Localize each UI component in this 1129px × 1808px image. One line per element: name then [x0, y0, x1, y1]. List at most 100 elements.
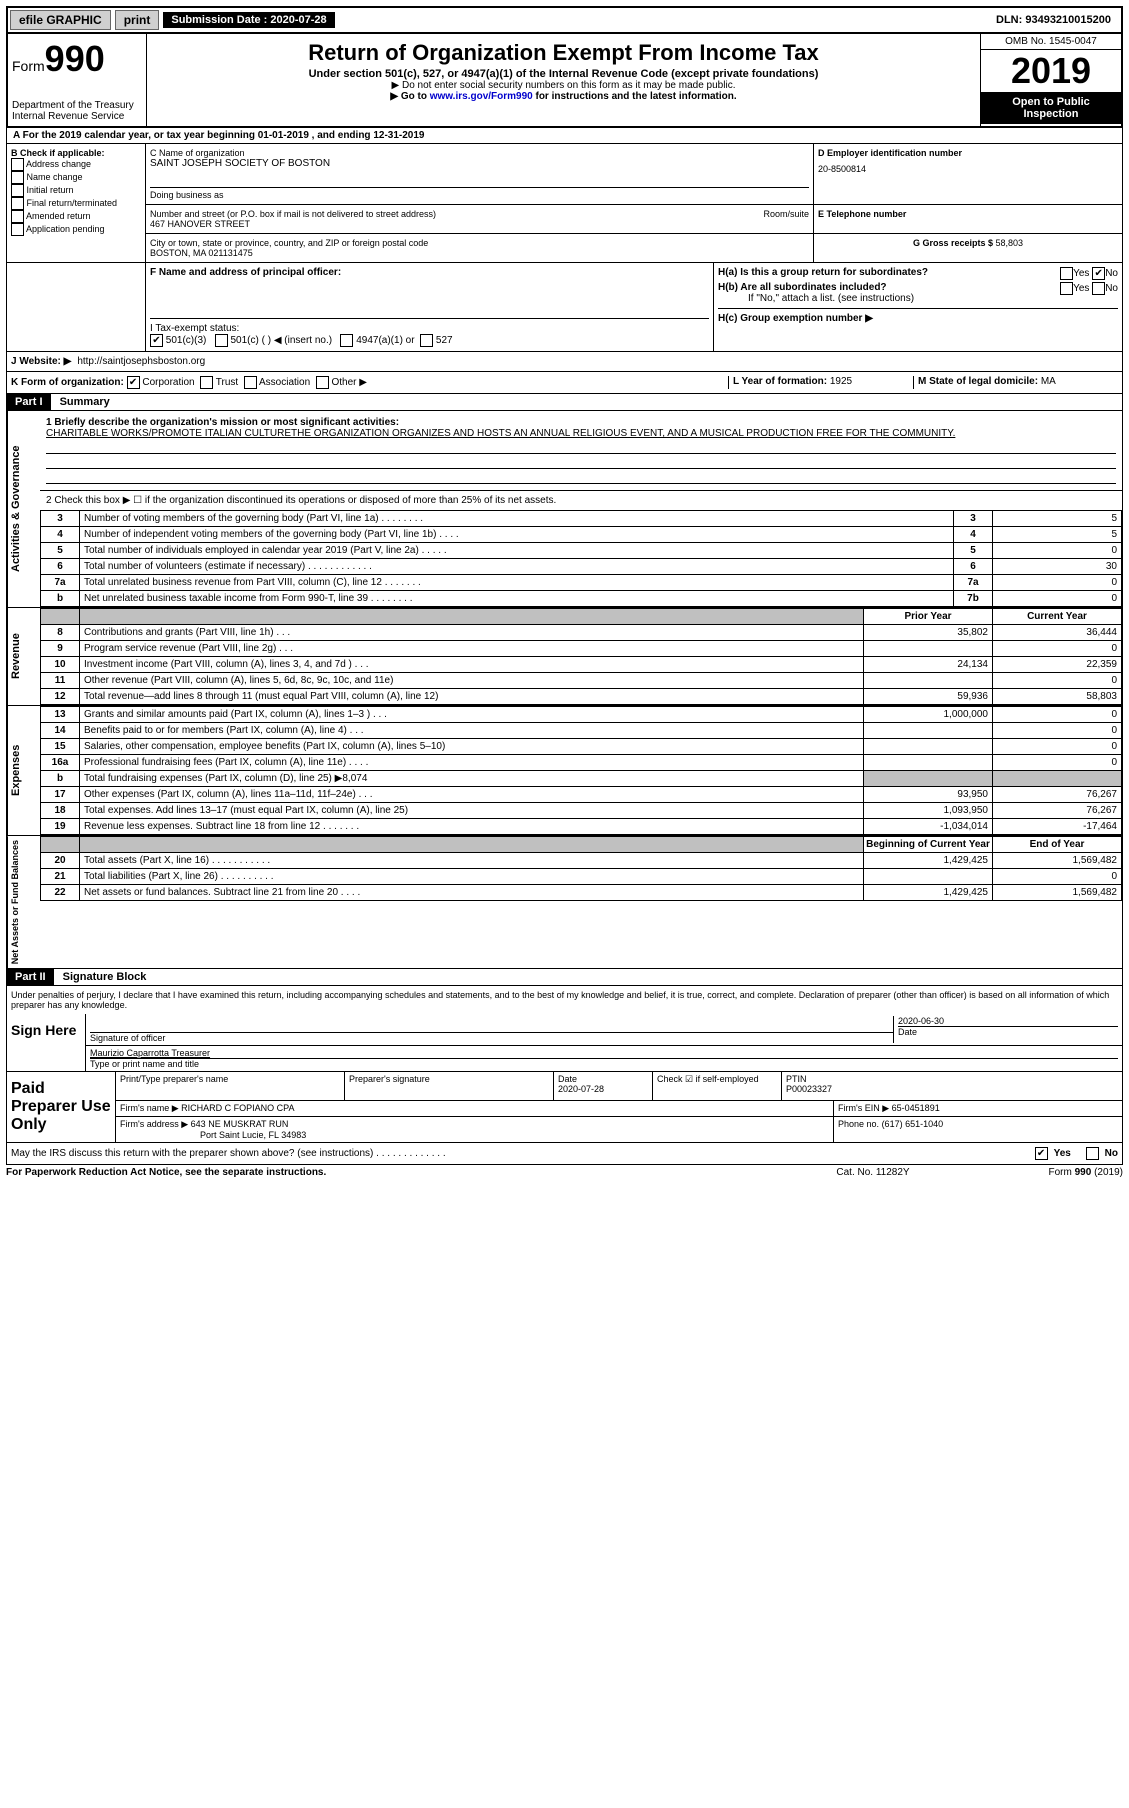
section-fh: F Name and address of principal officer:… [6, 263, 1123, 352]
4947-checkbox[interactable] [340, 334, 353, 347]
q2-text: 2 Check this box ▶ ☐ if the organization… [40, 491, 1122, 510]
self-employed-check: Check ☑ if self-employed [653, 1072, 782, 1100]
checkbox[interactable] [11, 197, 24, 210]
form-number-990: 990 [45, 38, 105, 79]
hb-note: If "No," attach a list. (see instruction… [718, 293, 1118, 304]
prep-date-value: 2020-07-28 [558, 1084, 648, 1094]
501c3-checkbox[interactable] [150, 334, 163, 347]
section-klm: K Form of organization: Corporation Trus… [6, 372, 1123, 394]
expenses-table: 13Grants and similar amounts paid (Part … [40, 706, 1122, 835]
501c-checkbox[interactable] [215, 334, 228, 347]
firm-ein-label: Firm's EIN ▶ [838, 1103, 889, 1113]
print-button[interactable]: print [115, 10, 160, 30]
city-box: City or town, state or province, country… [146, 234, 814, 262]
table-row: 13Grants and similar amounts paid (Part … [41, 707, 1122, 723]
form-org-label: K Form of organization: [11, 377, 124, 388]
tax-exempt-label: I Tax-exempt status: [150, 323, 239, 334]
form-label: Form [12, 58, 45, 74]
opt-other: Other ▶ [331, 377, 366, 388]
sig-officer-label: Signature of officer [90, 1032, 893, 1043]
yes-text: Yes [1073, 268, 1089, 279]
org-name-label: C Name of organization [150, 148, 809, 158]
checkbox[interactable] [11, 158, 24, 171]
checkbox[interactable] [11, 210, 24, 223]
section-cd: C Name of organization SAINT JOSEPH SOCI… [146, 144, 1122, 262]
table-row: 8Contributions and grants (Part VIII, li… [41, 625, 1122, 641]
checkbox[interactable] [11, 184, 24, 197]
line-a-text: A For the 2019 calendar year, or tax yea… [13, 130, 424, 141]
note2-post: for instructions and the latest informat… [533, 91, 737, 102]
opt-4947: 4947(a)(1) or [356, 335, 414, 346]
table-row: 3Number of voting members of the governi… [41, 511, 1122, 527]
ha-label: H(a) Is this a group return for subordin… [718, 267, 928, 278]
section-b: B Check if applicable: Address change Na… [7, 144, 146, 262]
hb-no[interactable] [1092, 282, 1105, 295]
officer-name-title: Maurizio Caparrotta Treasurer [90, 1048, 1118, 1058]
section-bcd: B Check if applicable: Address change Na… [6, 144, 1123, 263]
discuss-no[interactable] [1086, 1147, 1099, 1160]
omb-number: OMB No. 1545-0047 [981, 34, 1121, 50]
section-d: D Employer identification number 20-8500… [814, 144, 1122, 205]
sig-date-value: 2020-06-30 [898, 1016, 1118, 1026]
part1-body: Activities & Governance 1 Briefly descri… [6, 411, 1123, 608]
assoc-checkbox[interactable] [244, 376, 257, 389]
side-netassets: Net Assets or Fund Balances [7, 836, 40, 968]
ha-no[interactable] [1092, 267, 1105, 280]
irs-link[interactable]: www.irs.gov/Form990 [430, 91, 533, 102]
table-row: 6Total number of volunteers (estimate if… [41, 559, 1122, 575]
hb-yes[interactable] [1060, 282, 1073, 295]
other-checkbox[interactable] [316, 376, 329, 389]
checkbox-row: Amended return [11, 210, 141, 223]
footer-year: 2019 [1097, 1167, 1119, 1178]
header-right: OMB No. 1545-0047 2019 Open to Public In… [980, 34, 1121, 126]
part1-netassets: Net Assets or Fund Balances Beginning of… [6, 836, 1123, 969]
checkbox[interactable] [11, 223, 24, 236]
discuss-yes-label: Yes [1054, 1148, 1071, 1159]
firm-addr2: Port Saint Lucie, FL 34983 [120, 1130, 306, 1140]
opt-trust: Trust [216, 377, 238, 388]
declaration-text: Under penalties of perjury, I declare th… [7, 986, 1122, 1014]
section-b-header: B Check if applicable: [11, 148, 105, 158]
submission-date-box: Submission Date : 2020-07-28 [163, 12, 334, 28]
hb-label: H(b) Are all subordinates included? [718, 282, 887, 293]
efile-button[interactable]: efile GRAPHIC [10, 10, 111, 30]
opt-corp: Corporation [142, 377, 194, 388]
dln-label: DLN: [996, 14, 1022, 26]
footer-form-num: 990 [1075, 1167, 1092, 1178]
opt-assoc: Association [259, 377, 310, 388]
corp-checkbox[interactable] [127, 376, 140, 389]
checkbox-row: Initial return [11, 184, 141, 197]
year-formation-label: L Year of formation: [733, 376, 827, 387]
tax-year: 2019 [981, 50, 1121, 92]
sign-here-label: Sign Here [7, 1014, 86, 1071]
table-row: 12Total revenue—add lines 8 through 11 (… [41, 689, 1122, 705]
checkbox[interactable] [11, 171, 24, 184]
table-row: bTotal fundraising expenses (Part IX, co… [41, 771, 1122, 787]
city-label: City or town, state or province, country… [150, 238, 809, 248]
checkbox-row: Name change [11, 171, 141, 184]
website-value: http://saintjosephsboston.org [77, 356, 205, 367]
section-h: H(a) Is this a group return for subordin… [714, 263, 1122, 351]
form-number: Form990 [12, 38, 142, 80]
discuss-no-label: No [1105, 1148, 1118, 1159]
year-formation-value: 1925 [830, 376, 852, 387]
table-row: 20Total assets (Part X, line 16) . . . .… [41, 853, 1122, 869]
section-e: E Telephone number [814, 205, 1122, 234]
checkbox-row: Final return/terminated [11, 197, 141, 210]
signature-block: Under penalties of perjury, I declare th… [6, 986, 1123, 1072]
ha-yes[interactable] [1060, 267, 1073, 280]
part1-bar: Part I Summary [6, 394, 1123, 411]
submission-date-label: Submission Date : [171, 14, 267, 26]
527-checkbox[interactable] [420, 334, 433, 347]
ptin-value: P00023327 [786, 1084, 1118, 1094]
ein-value: 20-8500814 [818, 164, 1118, 174]
room-label: Room/suite [763, 209, 809, 219]
addr-label: Number and street (or P.O. box if mail i… [150, 209, 436, 219]
checkbox-row: Application pending [11, 223, 141, 236]
website-label: J Website: ▶ [11, 356, 71, 367]
name-title-label: Type or print name and title [90, 1058, 1118, 1069]
phone-label: E Telephone number [818, 209, 906, 219]
trust-checkbox[interactable] [200, 376, 213, 389]
ein-label: D Employer identification number [818, 148, 962, 158]
discuss-yes[interactable] [1035, 1147, 1048, 1160]
